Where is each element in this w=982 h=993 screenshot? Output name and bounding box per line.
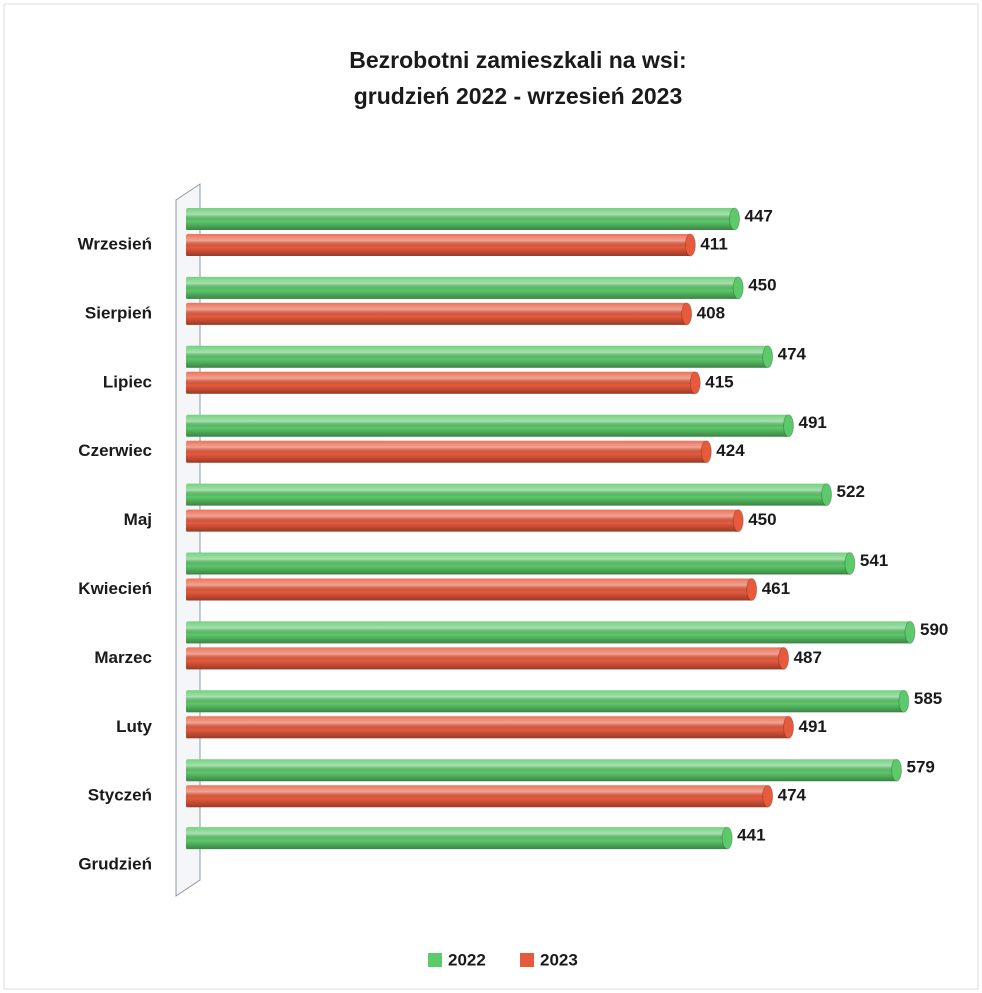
data-label: 487 — [794, 648, 822, 667]
legend-swatch — [428, 953, 442, 967]
data-label: 590 — [920, 620, 948, 639]
bar-shine — [186, 759, 897, 782]
bar-cap — [762, 345, 774, 369]
bar-cap — [721, 826, 733, 850]
chart-title: Bezrobotni zamieszkali na wsi: — [349, 47, 686, 73]
y-tick-label: Lipiec — [103, 372, 152, 391]
bar-cap — [821, 483, 833, 507]
bar-cap — [844, 552, 856, 575]
bar-cap — [732, 509, 744, 533]
y-tick-label: Luty — [116, 717, 152, 736]
y-tick-label: Czerwiec — [78, 441, 152, 460]
data-label: 541 — [860, 551, 888, 570]
bar-shine — [186, 345, 768, 368]
bar-cap — [898, 689, 910, 713]
bar-shine — [186, 483, 827, 506]
bar-shine — [186, 276, 739, 299]
data-label: 408 — [697, 303, 725, 322]
bar-shine — [186, 578, 752, 601]
bar-cap — [762, 784, 774, 808]
y-tick-label: Sierpień — [85, 303, 152, 322]
bar-cap — [904, 620, 916, 644]
data-label: 450 — [748, 510, 776, 529]
bar-shine — [186, 785, 768, 808]
bar-shine — [186, 440, 707, 463]
bar-cap — [891, 758, 903, 782]
bar-cap — [700, 440, 712, 464]
bar-cap — [732, 276, 744, 300]
legend-label: 2022 — [448, 950, 486, 969]
bar-shine — [186, 690, 904, 713]
bar-cap — [729, 207, 741, 231]
data-label: 415 — [705, 372, 733, 391]
bar-shine — [186, 302, 687, 325]
data-label: 447 — [745, 206, 773, 225]
bar-shine — [186, 371, 696, 394]
bar-cap — [746, 578, 758, 601]
legend-label: 2023 — [540, 950, 578, 969]
bar-shine — [186, 509, 739, 532]
bar-cap — [783, 414, 795, 438]
data-label: 579 — [907, 758, 935, 777]
bar-shine — [186, 234, 691, 256]
bar-shine — [186, 716, 789, 739]
bar-cap — [778, 646, 790, 670]
bar-shine — [186, 621, 910, 644]
y-tick-label: Grudzień — [78, 855, 152, 874]
data-label: 441 — [737, 826, 765, 845]
y-tick-label: Kwiecień — [78, 579, 152, 598]
data-label: 450 — [748, 275, 776, 294]
bar-cap — [689, 371, 701, 395]
legend-swatch — [520, 953, 534, 967]
bar-shine — [186, 414, 789, 437]
data-label: 411 — [700, 234, 727, 253]
frame — [3, 3, 979, 990]
y-tick-label: Wrzesień — [78, 234, 152, 253]
data-label: 522 — [837, 482, 865, 501]
data-label: 491 — [799, 413, 827, 432]
bar-shine — [186, 827, 728, 850]
y-tick-label: Marzec — [94, 648, 152, 667]
bar-shine — [186, 208, 735, 230]
y-tick-label: Styczeń — [88, 786, 152, 805]
data-label: 491 — [799, 717, 827, 736]
bar-shine — [186, 647, 784, 670]
y-tick-label: Maj — [124, 510, 152, 529]
data-label: 585 — [914, 689, 942, 708]
chart-title: grudzień 2022 - wrzesień 2023 — [354, 83, 683, 109]
bar-cap — [681, 302, 693, 326]
data-label: 461 — [762, 579, 790, 598]
data-label: 474 — [778, 344, 807, 363]
data-label: 424 — [716, 441, 745, 460]
bar-cap — [684, 233, 696, 257]
bar-shine — [186, 552, 850, 575]
data-label: 474 — [778, 786, 807, 805]
bar-cap — [783, 715, 795, 739]
